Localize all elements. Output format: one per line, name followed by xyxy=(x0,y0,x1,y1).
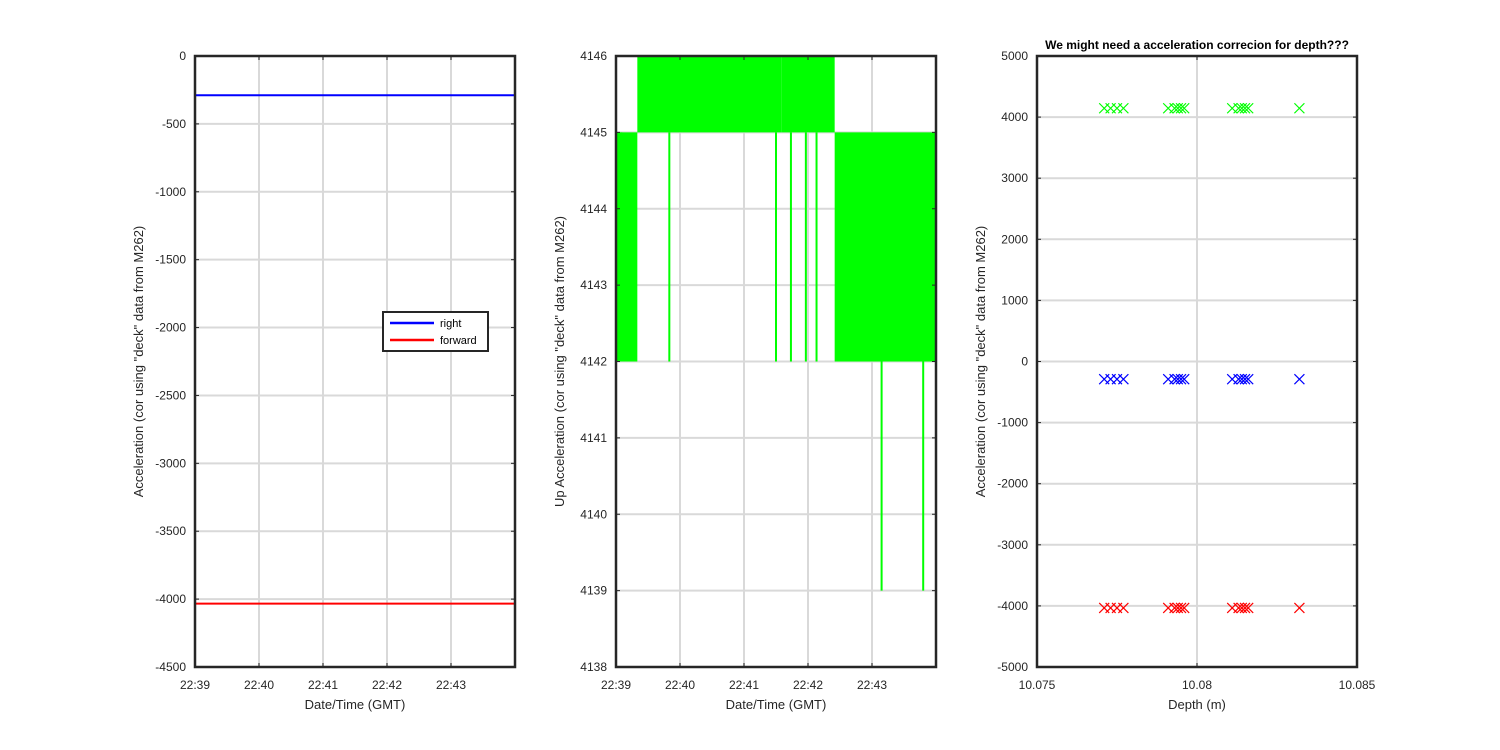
x-tick-label: 22:40 xyxy=(665,678,695,692)
scatter-marker xyxy=(1239,602,1251,614)
x-tick-label: 22:41 xyxy=(729,678,759,692)
chart-title: We might need a acceleration correcion f… xyxy=(1045,38,1349,52)
y-axis-label: Up Acceleration (cor using "deck" data f… xyxy=(552,216,567,507)
x-tick-label: 22:42 xyxy=(372,678,402,692)
y-tick-label: 4000 xyxy=(1001,110,1028,124)
x-tick-label: 22:39 xyxy=(601,678,631,692)
y-tick-label: -4000 xyxy=(155,592,186,606)
axes-3-acceleration-vs-depth: 10.075 10.08 10.085 5000 4000 3000 2000 1000 0 -1… xyxy=(973,38,1376,712)
axes-1-horizontal-acceleration: 22:39 22:40 22:41 22:42 22:43 0 -500 -1000 -1500… xyxy=(131,49,517,712)
y-tick-label: -3000 xyxy=(155,456,186,470)
y-tick-label: -3000 xyxy=(997,538,1028,552)
scatter-marker xyxy=(1117,373,1129,385)
y-tick-label: -3500 xyxy=(155,524,186,538)
axes-2-up-acceleration: 22:39 22:40 22:41 22:42 22:43 4146 4145 4144 414… xyxy=(552,49,938,712)
y-tick-label: 4138 xyxy=(580,660,607,674)
noise-band xyxy=(834,132,936,362)
y-tick-label: 4142 xyxy=(580,355,607,369)
y-tick-label: 4145 xyxy=(580,125,607,139)
scatter-marker xyxy=(1293,102,1305,114)
legend-label-forward: forward xyxy=(440,335,477,347)
scatter-marker xyxy=(1293,602,1305,614)
y-tick-label: 4144 xyxy=(580,202,607,216)
y-tick-label: -1000 xyxy=(155,185,186,199)
scatter-marker xyxy=(1239,373,1251,385)
scatter-marker xyxy=(1175,373,1187,385)
scatter-marker xyxy=(1117,602,1129,614)
x-tick-label: 22:39 xyxy=(180,678,210,692)
y-tick-label: -500 xyxy=(162,117,186,131)
noise-band xyxy=(637,56,712,133)
y-tick-label: -1000 xyxy=(997,416,1028,430)
y-axis-label: Acceleration (cor using "deck" data from… xyxy=(131,226,146,498)
y-tick-label: 5000 xyxy=(1001,49,1028,63)
y-tick-label: 4140 xyxy=(580,507,607,521)
y-tick-label: -4000 xyxy=(997,599,1028,613)
scatter-marker xyxy=(1178,102,1190,114)
x-tick-label: 22:40 xyxy=(244,678,274,692)
scatter-marker xyxy=(1293,373,1305,385)
x-tick-label: 22:43 xyxy=(857,678,887,692)
axes-box xyxy=(614,54,938,669)
x-axis-label: Date/Time (GMT) xyxy=(726,697,827,712)
y-tick-label: -5000 xyxy=(997,660,1028,674)
scatter-marker xyxy=(1242,373,1254,385)
y-tick-label: 2000 xyxy=(1001,232,1028,246)
x-axis-label: Date/Time (GMT) xyxy=(305,697,406,712)
legend: right forward xyxy=(382,311,489,352)
y-tick-label: 4143 xyxy=(580,278,607,292)
x-tick-label: 22:41 xyxy=(308,678,338,692)
x-axis-label: Depth (m) xyxy=(1168,697,1226,712)
scatter-marker xyxy=(1242,602,1254,614)
axes-box xyxy=(193,54,517,669)
y-tick-label: 0 xyxy=(179,49,186,63)
scatter-marker xyxy=(1178,602,1190,614)
scatter-marker xyxy=(1178,373,1190,385)
y-tick-label: -1500 xyxy=(155,253,186,267)
legend-label-right: right xyxy=(440,318,461,330)
scatter-marker xyxy=(1175,102,1187,114)
noise-band xyxy=(781,56,835,133)
legend-box xyxy=(382,311,489,352)
x-tick-label: 10.085 xyxy=(1339,678,1376,692)
scatter-marker xyxy=(1242,102,1254,114)
x-tick-label: 22:42 xyxy=(793,678,823,692)
noise-band xyxy=(712,56,782,133)
y-tick-label: 0 xyxy=(1021,355,1028,369)
y-tick-label: 3000 xyxy=(1001,171,1028,185)
y-tick-label: -2000 xyxy=(997,477,1028,491)
y-tick-label: 4146 xyxy=(580,49,607,63)
x-tick-label: 10.075 xyxy=(1019,678,1056,692)
x-tick-label: 22:43 xyxy=(436,678,466,692)
scatter-marker xyxy=(1239,102,1251,114)
axes-box xyxy=(1035,54,1359,669)
y-tick-label: 4141 xyxy=(580,431,607,445)
y-tick-label: -4500 xyxy=(155,660,186,674)
x-tick-label: 10.08 xyxy=(1182,678,1212,692)
y-tick-label: 1000 xyxy=(1001,293,1028,307)
scatter-marker xyxy=(1175,602,1187,614)
scatter-marker xyxy=(1117,102,1129,114)
noise-band xyxy=(616,132,638,362)
y-axis-label: Acceleration (cor using "deck" data from… xyxy=(973,226,988,498)
y-tick-label: 4139 xyxy=(580,584,607,598)
y-tick-label: -2500 xyxy=(155,388,186,402)
plot-area xyxy=(195,56,515,667)
y-tick-label: -2000 xyxy=(155,321,186,335)
